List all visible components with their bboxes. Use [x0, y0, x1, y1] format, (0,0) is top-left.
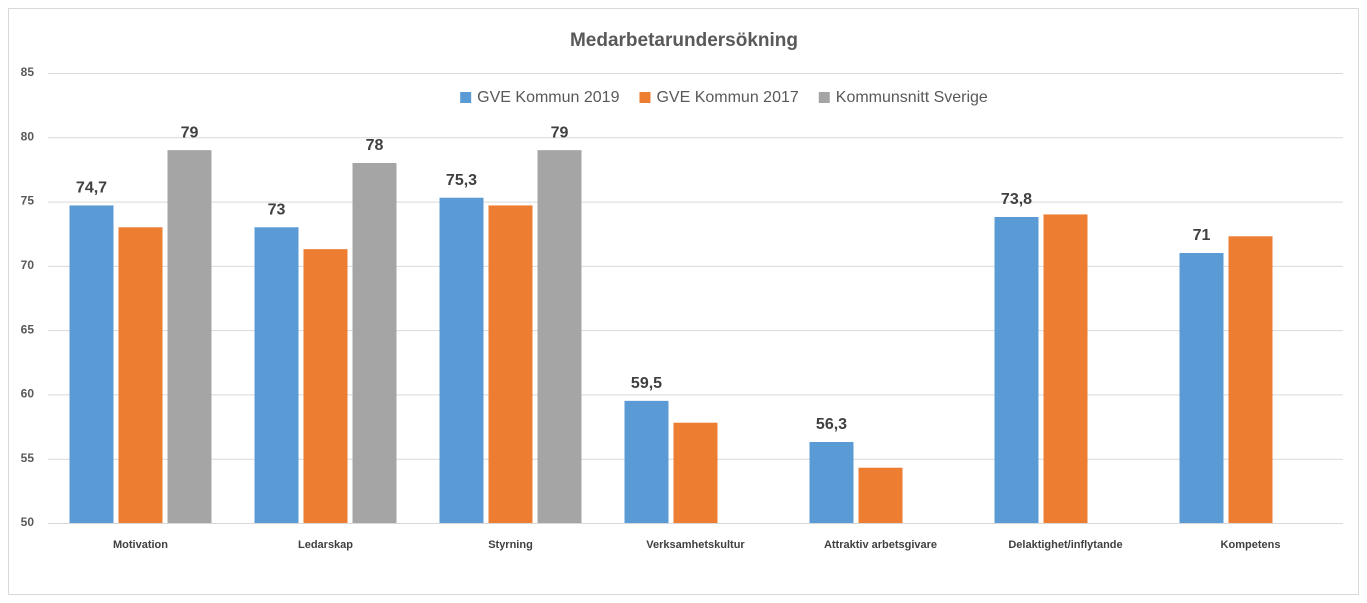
bar — [673, 422, 718, 523]
value-label: 59,5 — [631, 375, 662, 392]
value-label: 78 — [366, 137, 384, 154]
value-label: 73,8 — [1001, 191, 1032, 208]
bar — [167, 150, 212, 523]
bar — [994, 217, 1039, 523]
legend-label: GVE Kommun 2017 — [656, 89, 798, 106]
value-label: 74,7 — [76, 180, 107, 197]
chart-title: Medarbetarundersökning — [570, 30, 798, 51]
bar — [809, 442, 854, 523]
value-label: 71 — [1193, 227, 1211, 244]
x-tick-label: Styrning — [488, 539, 533, 551]
bar — [858, 467, 903, 523]
bar — [69, 205, 114, 523]
legend-label: Kommunsnitt Sverige — [836, 89, 988, 106]
value-label: 79 — [551, 124, 569, 141]
y-tick-label: 65 — [21, 322, 35, 336]
y-tick-label: 80 — [21, 129, 35, 143]
bar — [537, 150, 582, 523]
legend-swatch — [460, 92, 472, 103]
bar — [488, 205, 533, 523]
bar — [1179, 253, 1224, 523]
y-tick-label: 60 — [21, 387, 35, 401]
x-tick-label: Delaktighet/inflytande — [1008, 539, 1122, 551]
legend-swatch — [818, 92, 830, 103]
legend-swatch — [639, 92, 651, 103]
bar — [118, 227, 163, 524]
value-label: 75,3 — [446, 172, 477, 189]
y-tick-label: 75 — [21, 194, 35, 208]
y-tick-label: 70 — [21, 258, 35, 272]
bar — [624, 400, 669, 523]
value-label: 79 — [181, 124, 199, 141]
bar — [254, 227, 299, 524]
x-tick-label: Kompetens — [1221, 539, 1281, 551]
y-tick-label: 50 — [21, 515, 35, 529]
bar — [1228, 236, 1273, 524]
y-tick-label: 55 — [21, 451, 35, 465]
bar — [352, 163, 397, 523]
legend-label: GVE Kommun 2019 — [477, 89, 619, 106]
x-tick-label: Verksamhetskultur — [646, 539, 745, 551]
x-tick-label: Ledarskap — [298, 539, 353, 551]
bar — [439, 197, 484, 523]
bar — [1043, 214, 1088, 523]
y-tick-label: 85 — [21, 65, 35, 79]
bar — [303, 249, 348, 523]
x-tick-label: Motivation — [113, 539, 168, 551]
value-label: 56,3 — [816, 416, 847, 433]
x-tick-label: Attraktiv arbetsgivare — [824, 539, 937, 551]
value-label: 73 — [268, 202, 286, 219]
